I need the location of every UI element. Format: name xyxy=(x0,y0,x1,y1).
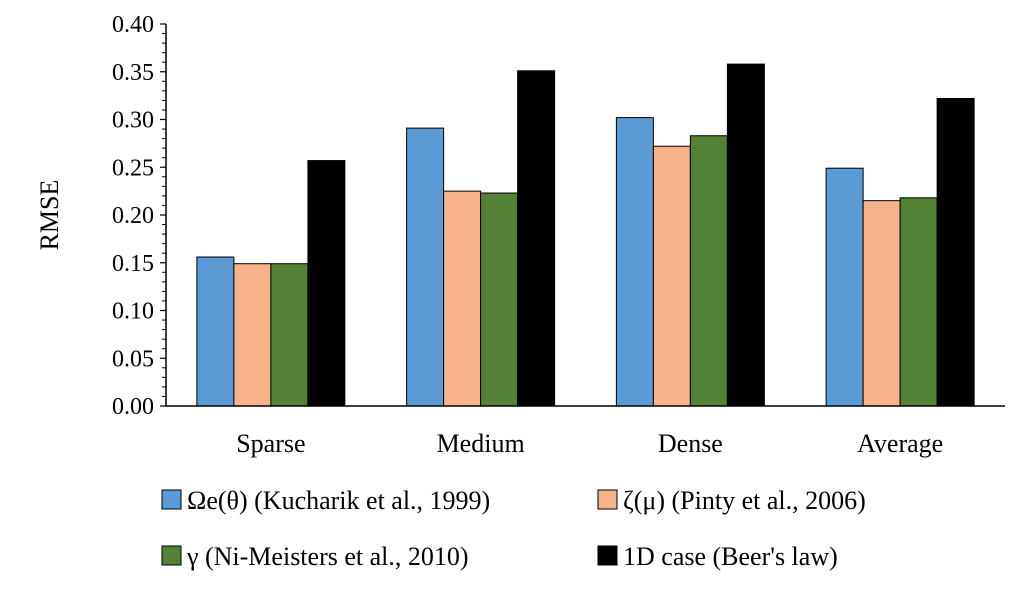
bar-average-series-4 xyxy=(936,97,975,407)
y-tick-label: 0.15 xyxy=(112,251,154,277)
legend-label: Ωe(θ) (Kucharik et al., 1999) xyxy=(187,486,490,515)
bar-average-series-3 xyxy=(899,197,938,407)
legend-swatch xyxy=(597,545,618,566)
legend-swatch xyxy=(597,489,618,510)
bar-sparse-series-4 xyxy=(307,160,346,407)
x-category-label: Medium xyxy=(437,429,525,458)
x-category-label: Sparse xyxy=(236,429,305,458)
bar-average-series-2 xyxy=(862,200,901,407)
y-tick-label: 0.35 xyxy=(112,60,154,86)
legend: Ωe(θ) (Kucharik et al., 1999) ζ(μ) (Pinty… xyxy=(161,486,866,571)
legend-label: ζ(μ) (Pinty et al., 2006) xyxy=(623,486,866,515)
y-tick-label: 0.40 xyxy=(112,12,154,38)
y-tick-label: 0.30 xyxy=(112,108,154,134)
bar-sparse-series-3 xyxy=(270,263,309,407)
y-tick-label: 0.00 xyxy=(112,394,154,420)
y-tick-label: 0.25 xyxy=(112,155,154,181)
bar-average-series-1 xyxy=(825,167,864,407)
legend-label: γ (Ni-Meisters et al., 2010) xyxy=(186,542,469,571)
x-category-label: Dense xyxy=(658,429,723,458)
bar-dense-series-1 xyxy=(615,117,654,407)
y-tick-label: 0.10 xyxy=(112,299,154,325)
bar-sparse-series-2 xyxy=(233,263,272,407)
bar-medium-series-4 xyxy=(517,70,556,407)
y-tick-label: 0.05 xyxy=(112,346,154,372)
legend-swatch xyxy=(161,545,182,566)
bar-dense-series-4 xyxy=(726,63,765,407)
y-axis-title: RMSE xyxy=(35,180,64,251)
axes-layer: 0.00 0.05 0.10 0.15 0.20 0.25 0.30 0.35 0.40 Spar… xyxy=(112,12,1005,458)
legend-swatch xyxy=(161,489,182,510)
legend-label: 1D case (Beer's law) xyxy=(623,542,838,571)
bar-medium-series-1 xyxy=(406,127,445,407)
bars-layer xyxy=(196,63,975,407)
bar-dense-series-3 xyxy=(689,135,728,407)
y-tick-label: 0.20 xyxy=(112,203,154,229)
bar-dense-series-2 xyxy=(652,145,691,407)
x-category-label: Average xyxy=(857,429,943,458)
bar-medium-series-3 xyxy=(480,192,519,407)
bar-sparse-series-1 xyxy=(196,256,235,407)
bar-medium-series-2 xyxy=(443,190,482,407)
